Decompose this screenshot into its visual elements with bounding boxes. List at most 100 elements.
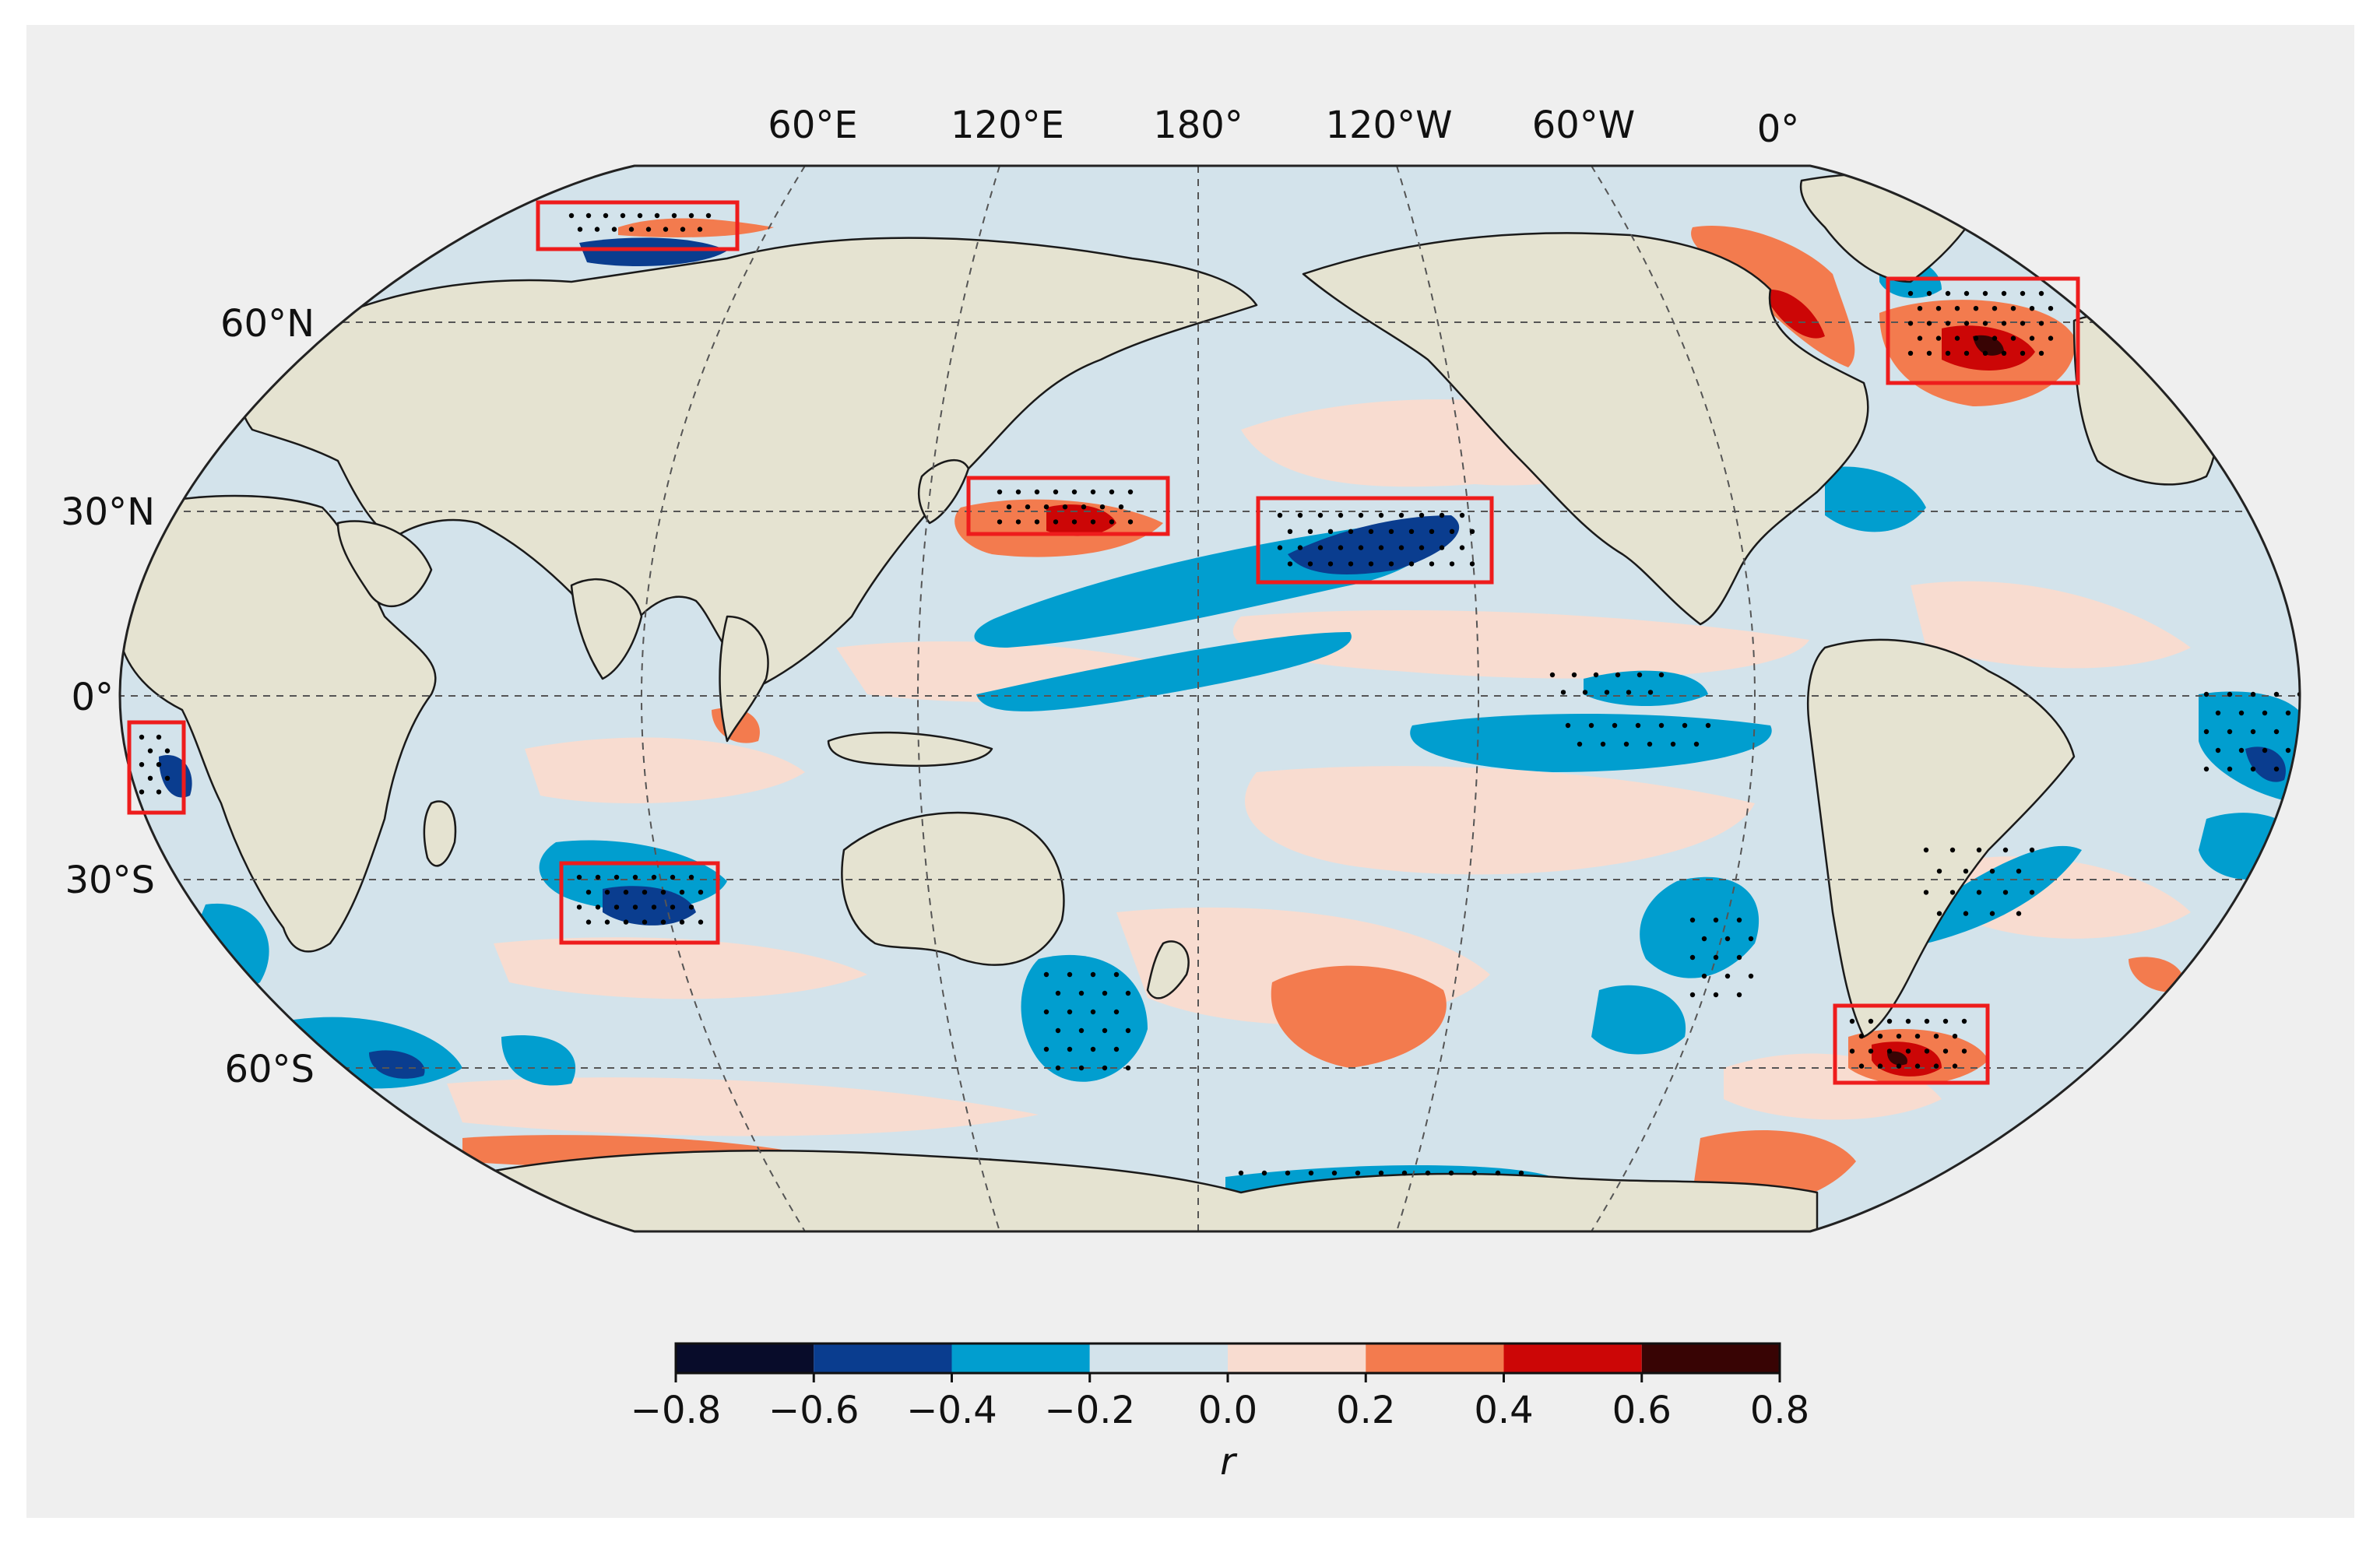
significance-dot	[698, 919, 704, 925]
significance-dot	[1571, 672, 1577, 678]
significance-dot	[1658, 672, 1665, 678]
significance-dot	[1338, 512, 1344, 518]
significance-dot	[1701, 973, 1707, 979]
significance-dot	[1992, 306, 1998, 311]
significance-dot	[663, 227, 669, 232]
significance-dot	[1287, 529, 1293, 534]
significance-dot	[1604, 690, 1610, 695]
significance-dot	[1992, 335, 1998, 341]
significance-dot	[1090, 1046, 1096, 1052]
significance-dot	[1917, 335, 1923, 341]
significance-dot	[2029, 890, 2035, 895]
significance-dot	[1062, 504, 1068, 510]
significance-dot	[1127, 519, 1134, 525]
significance-dot	[595, 904, 601, 910]
significance-dot	[2227, 691, 2233, 697]
significance-dot	[1682, 722, 1688, 729]
highlight-box-kuroshio	[966, 476, 1170, 536]
significance-dot	[156, 789, 162, 795]
significance-dot	[1963, 350, 1970, 356]
significance-dot	[1378, 512, 1384, 518]
significance-dot	[1071, 489, 1078, 495]
significance-dot	[568, 213, 575, 219]
significance-dot	[1358, 545, 1364, 550]
significance-dot	[1043, 1009, 1049, 1015]
significance-dot	[1736, 917, 1742, 923]
significance-dot	[2203, 766, 2209, 772]
significance-dot	[1419, 545, 1425, 550]
significance-dot	[1952, 1063, 1958, 1069]
significance-dot	[1924, 1018, 1930, 1024]
significance-dot	[1896, 1063, 1902, 1069]
significance-dot	[2020, 290, 2026, 297]
lat-label-60s: 60°S	[224, 1048, 315, 1091]
significance-dot	[2203, 729, 2209, 735]
colorbar-bin-0	[676, 1344, 814, 1373]
significance-dot	[1287, 561, 1293, 567]
significance-dot	[2001, 350, 2007, 356]
japan	[917, 458, 970, 525]
significance-dot	[2010, 335, 2016, 341]
significance-dot	[1961, 1018, 1967, 1024]
significance-dot	[1378, 545, 1384, 550]
significance-dot	[1109, 489, 1115, 495]
significance-dot	[2048, 306, 2054, 311]
colorbar-bin-4	[1228, 1344, 1366, 1373]
significance-dot	[1560, 690, 1566, 695]
colorbar-tick-label: 0.6	[1612, 1389, 1672, 1432]
significance-dot	[1034, 489, 1040, 495]
significance-dot	[139, 762, 145, 767]
significance-dot	[1368, 561, 1374, 567]
significance-dot	[1327, 561, 1334, 567]
significance-dot	[2227, 729, 2233, 735]
significance-dot	[1693, 741, 1700, 747]
significance-dot	[654, 213, 660, 219]
significance-dot	[1307, 529, 1313, 534]
significance-dot	[620, 213, 626, 219]
colorbar-label: r	[1220, 1440, 1238, 1484]
significance-dot	[2238, 747, 2245, 753]
significance-dot	[1877, 1063, 1883, 1069]
significance-dot	[1549, 672, 1556, 678]
colorbar-tick-label: −0.4	[906, 1389, 997, 1432]
significance-dot	[997, 519, 1003, 525]
significance-dot	[1689, 917, 1696, 923]
significance-dot	[1963, 911, 1969, 916]
lat-label-30s: 30°S	[65, 859, 155, 902]
significance-dot	[1398, 545, 1404, 550]
significance-dot	[1989, 869, 1995, 874]
significance-dot	[705, 213, 712, 219]
significance-dot	[1701, 936, 1707, 942]
significance-dot	[1917, 306, 1923, 311]
significance-dot	[156, 762, 162, 767]
significance-dot	[1858, 1034, 1865, 1039]
highlight-box-southwest-atlantic	[1833, 1003, 1990, 1085]
significance-dot	[1896, 1034, 1902, 1039]
significance-dot	[1401, 1170, 1408, 1176]
significance-dot	[2250, 729, 2256, 735]
significance-dot	[2273, 766, 2280, 772]
significance-dot	[1926, 290, 1932, 297]
significance-dot	[1090, 1009, 1096, 1015]
significance-dot	[697, 227, 703, 232]
gridline-120w	[1396, 166, 1479, 1231]
strong-negative-regions	[159, 237, 2286, 1079]
significance-dot	[1942, 1048, 1949, 1054]
significance-dot	[1849, 1018, 1855, 1024]
significance-dot	[1936, 869, 1942, 874]
significance-dot	[1615, 672, 1621, 678]
significance-dot	[1102, 1065, 1108, 1071]
significance-dot	[2038, 350, 2044, 356]
significance-dot	[585, 213, 592, 219]
significance-dot	[1238, 1170, 1244, 1176]
significance-dot	[623, 919, 629, 925]
significance-dot	[1297, 512, 1303, 518]
significance-dot	[1926, 321, 1932, 326]
significance-dot	[1907, 350, 1914, 356]
significance-dot	[1942, 1018, 1949, 1024]
significance-dot	[1090, 489, 1096, 495]
significance-dot	[1102, 1027, 1108, 1034]
significance-dot	[679, 890, 685, 895]
significance-dot	[1658, 722, 1665, 729]
colorbar-tick-label: −0.6	[768, 1389, 860, 1432]
